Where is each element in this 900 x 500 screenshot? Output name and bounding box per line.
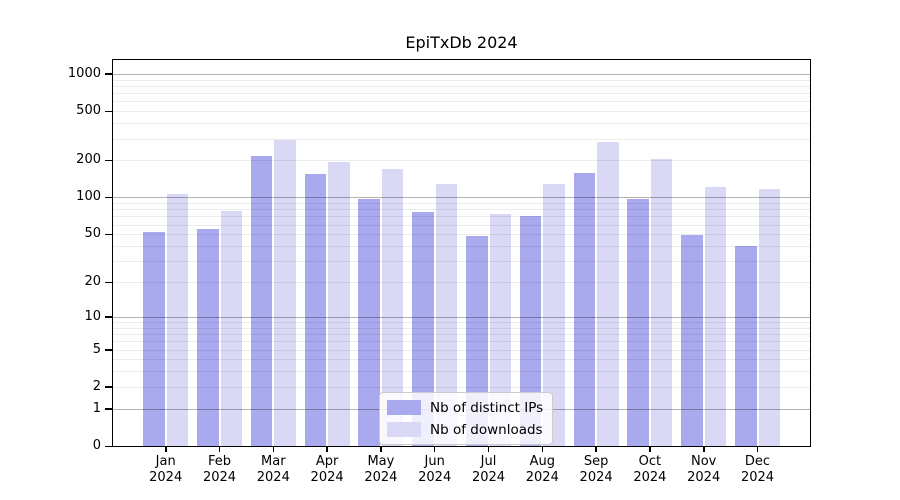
gridline-800 <box>113 85 810 87</box>
bar-ips-apr <box>304 173 327 446</box>
x-tick-label-aug: Aug 2024 <box>525 454 559 485</box>
x-tick-label-nov: Nov 2024 <box>687 454 721 485</box>
y-tick-label-5: 5 <box>92 341 101 357</box>
bar-downloads-feb <box>220 210 242 446</box>
x-tick-nov <box>703 446 705 452</box>
x-tick-label-oct: Oct 2024 <box>633 454 667 485</box>
legend-item-distinct-ips: Nb of distinct IPs <box>387 398 543 417</box>
x-tick-may <box>380 446 382 452</box>
x-tick-label-feb: Feb 2024 <box>202 454 237 485</box>
y-tick-20 <box>105 281 112 283</box>
legend-label-distinct-ips: Nb of distinct IPs <box>430 399 544 416</box>
bar-ips-feb <box>197 229 219 446</box>
y-tick-label-20: 20 <box>84 274 101 289</box>
bar-downloads-jul <box>489 214 511 446</box>
bar-downloads-apr <box>328 162 350 446</box>
bar-downloads-mar <box>274 140 296 446</box>
bar-downloads-may <box>381 169 404 446</box>
gridline-700 <box>113 93 810 94</box>
bar-ips-jan <box>143 232 165 446</box>
x-tick-label-jun: Jun 2024 <box>418 454 452 485</box>
distinct-ips-swatch-icon <box>387 400 421 415</box>
y-tick-label-1000: 1000 <box>67 65 101 81</box>
y-tick-100 <box>105 196 112 199</box>
chart-title: EpiTxDb 2024 <box>405 33 518 52</box>
bar-ips-jun <box>412 212 434 446</box>
x-tick-label-jan: Jan 2024 <box>149 454 183 485</box>
x-tick-label-dec: Dec 2024 <box>740 454 775 485</box>
x-tick-oct <box>649 446 651 452</box>
gridline-300 <box>113 138 810 140</box>
y-tick-label-500: 500 <box>76 103 101 119</box>
x-tick-label-sep: Sep 2024 <box>579 454 613 485</box>
gridline-400 <box>113 123 810 125</box>
bar-ips-aug <box>519 215 542 446</box>
downloads-swatch-icon <box>387 422 421 437</box>
gridline-500 <box>113 111 810 113</box>
bar-downloads-aug <box>543 184 565 446</box>
gridline-200 <box>113 160 810 162</box>
plot-area: 0 1 2 5 10 20 50 100 200 500 1000 Jan 2024 Feb 2024 Ma… <box>68 59 811 485</box>
x-tick-aug <box>541 446 543 452</box>
bar-ips-dec <box>735 246 757 446</box>
y-tick-10 <box>105 316 112 318</box>
bar-ips-may <box>358 198 380 446</box>
x-tick-label-may: May 2024 <box>364 454 398 485</box>
legend-label-downloads: Nb of downloads <box>430 421 543 438</box>
y-tick-2 <box>105 386 112 388</box>
x-tick-dec <box>756 446 759 452</box>
bar-downloads-jun <box>435 184 458 446</box>
legend: Nb of distinct IPs Nb of downloads <box>379 392 554 445</box>
y-tick-50 <box>105 233 112 236</box>
bar-downloads-jan <box>166 194 189 446</box>
x-tick-label-mar: Mar 2024 <box>256 454 290 485</box>
y-tick-1 <box>105 408 112 410</box>
x-tick-feb <box>218 446 221 452</box>
y-tick-label-0: 0 <box>92 438 101 453</box>
gridline-600 <box>113 101 810 103</box>
y-tick-0 <box>105 445 112 447</box>
x-tick-jul <box>487 446 490 452</box>
y-tick-200 <box>105 159 112 162</box>
bar-downloads-nov <box>704 187 727 446</box>
bar-downloads-oct <box>650 158 673 446</box>
x-tick-label-apr: Apr 2024 <box>310 454 344 485</box>
bar-downloads-dec <box>758 189 780 446</box>
y-tick-1000 <box>105 73 112 75</box>
x-tick-label-jul: Jul 2024 <box>471 454 506 485</box>
bar-ips-oct <box>627 198 649 446</box>
x-tick-mar <box>272 446 275 452</box>
legend-item-downloads: Nb of downloads <box>387 420 543 439</box>
bar-ips-sep <box>573 172 596 446</box>
y-tick-label-10: 10 <box>84 308 101 324</box>
y-tick-500 <box>105 110 112 113</box>
bar-downloads-sep <box>597 142 619 446</box>
y-tick-label-200: 200 <box>76 152 101 168</box>
x-tick-sep <box>595 446 597 452</box>
gridline-1000 <box>113 73 810 75</box>
y-tick-label-100: 100 <box>76 189 101 205</box>
y-tick-5 <box>105 349 112 351</box>
gridline-900 <box>113 79 810 81</box>
x-tick-apr <box>326 446 328 452</box>
y-tick-label-50: 50 <box>84 226 101 242</box>
bar-ips-mar <box>250 156 273 446</box>
y-tick-label-2: 2 <box>92 378 101 394</box>
x-tick-jun <box>433 446 436 452</box>
bar-ips-nov <box>681 235 703 446</box>
x-tick-jan <box>165 446 167 452</box>
y-tick-label-1: 1 <box>92 400 101 416</box>
